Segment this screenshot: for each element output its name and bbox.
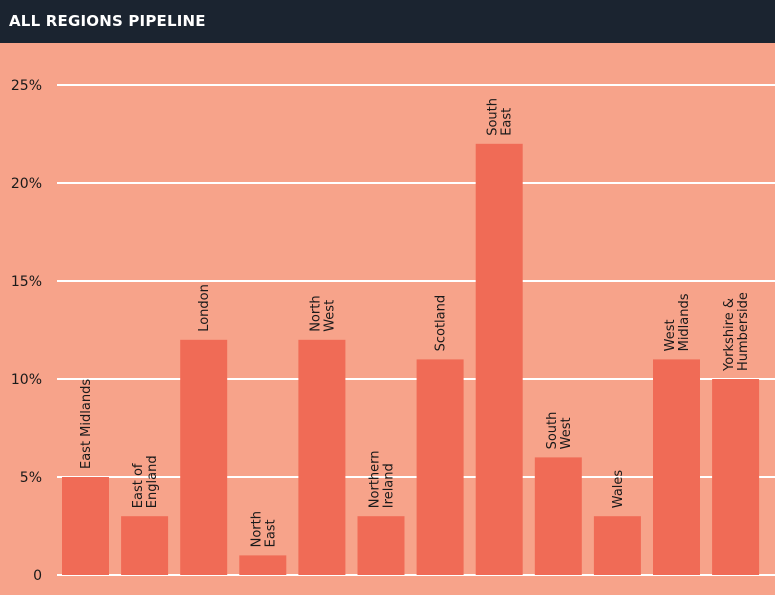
header-bar: ALL REGIONS PIPELINE (0, 0, 775, 43)
category-label: NorthEast (249, 511, 278, 547)
category-label-line: West (322, 300, 337, 332)
bar-label: London (197, 284, 212, 332)
bar-label: SouthEast (486, 98, 515, 136)
category-label: Scotland (434, 295, 449, 352)
category-label: NorthernIreland (368, 450, 397, 508)
category-label-line: Humberside (736, 292, 751, 371)
bar (180, 339, 228, 575)
y-tick-label: 25% (11, 78, 42, 94)
category-label-line: Yorkshire & (722, 298, 737, 372)
bar-label: Wales (611, 470, 626, 509)
bar (593, 516, 641, 575)
category-label: East Midlands (79, 379, 94, 469)
category-label: Wales (611, 470, 626, 509)
bar-label: NorthWest (308, 295, 337, 331)
category-label: East ofEngland (131, 455, 160, 508)
category-label-line: Scotland (434, 295, 449, 352)
category-label: NorthWest (308, 295, 337, 331)
bar (653, 359, 700, 575)
y-tick-label: 15% (11, 274, 42, 290)
category-label-line: East Midlands (79, 379, 94, 469)
category-label-line: East (500, 108, 515, 136)
category-label: Yorkshire &Humberside (722, 292, 751, 372)
bar (712, 379, 760, 575)
bar-label: East ofEngland (131, 455, 160, 508)
bar (298, 339, 346, 575)
category-label-line: North (308, 295, 323, 331)
bar-label: WestMidlands (663, 293, 692, 351)
category-label: WestMidlands (663, 293, 692, 351)
category-label: SouthEast (486, 98, 515, 136)
category-label-line: London (197, 284, 212, 332)
category-label-line: Northern (368, 450, 383, 508)
category-label-line: South (486, 98, 501, 136)
bar (121, 516, 169, 575)
y-tick-label: 0 (33, 568, 42, 584)
bar-label: NorthEast (249, 511, 278, 547)
category-label-line: East of (131, 463, 146, 508)
category-label-line: West (663, 319, 678, 351)
y-tick-label: 10% (11, 372, 42, 388)
category-label-line: West (559, 417, 574, 449)
bar (475, 143, 523, 576)
category-label-line: East (263, 519, 278, 547)
category-label: SouthWest (545, 412, 574, 450)
bar (357, 516, 405, 575)
bar (416, 359, 464, 575)
bar-label: Yorkshire &Humberside (722, 292, 751, 372)
category-label-line: South (545, 412, 560, 450)
category-label-line: Ireland (382, 463, 397, 508)
bar-label: NorthernIreland (368, 450, 397, 508)
y-tick-label: 5% (20, 470, 42, 486)
bar (62, 477, 109, 575)
category-label-line: Midlands (677, 293, 692, 351)
category-label: London (197, 284, 212, 332)
page-title: ALL REGIONS PIPELINE (9, 12, 206, 30)
bar-label: SouthWest (545, 412, 574, 450)
bar-label: East Midlands (79, 379, 94, 469)
bar-chart: 0 5% 10% 15% 20% 25% East Midlands East ofEngla… (11, 78, 775, 584)
bar-label: Scotland (434, 295, 449, 352)
category-label-line: England (145, 455, 160, 508)
bar (239, 555, 287, 575)
y-tick-label: 20% (11, 176, 42, 192)
category-label-line: Wales (611, 470, 626, 509)
category-label-line: North (249, 511, 264, 547)
bar (534, 457, 582, 575)
